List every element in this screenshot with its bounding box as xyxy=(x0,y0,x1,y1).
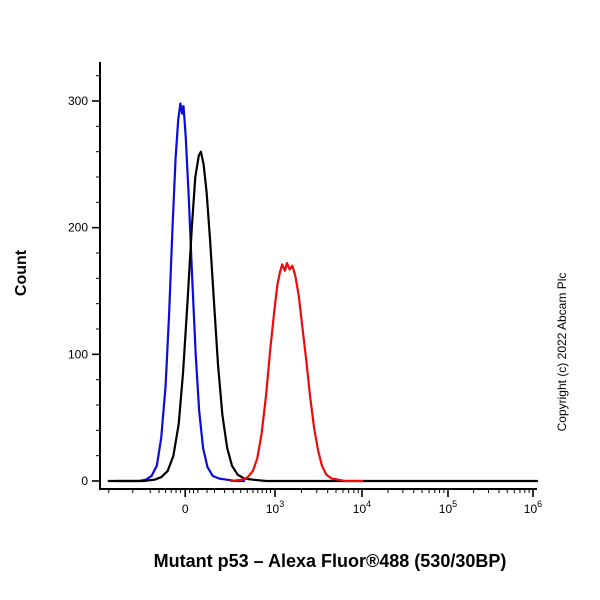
x-tick-label: 104 xyxy=(353,499,371,516)
curve-blue xyxy=(114,102,246,483)
x-axis-ticks: 0 103 104 105 106 xyxy=(108,489,542,516)
curve-black xyxy=(107,150,539,483)
chart-title: Mutant p53 – Alexa Fluor®488 (530/30BP) xyxy=(153,551,507,571)
y-tick-label: 200 xyxy=(68,221,88,235)
x-tick-label: 105 xyxy=(439,499,457,516)
y-tick-label: 0 xyxy=(81,474,88,488)
axes xyxy=(99,62,537,490)
x-tick-label: 106 xyxy=(524,499,542,516)
copyright-notice: Copyright (c) 2022 Abcam Plc xyxy=(555,272,569,432)
curve-red xyxy=(230,262,364,483)
x-tick-label: 103 xyxy=(266,499,284,516)
y-axis-ticks: 0 100 200 300 xyxy=(68,75,100,488)
y-tick-label: 300 xyxy=(68,94,88,108)
x-tick-label: 0 xyxy=(182,502,189,516)
y-axis-title: Count xyxy=(13,249,30,297)
y-tick-label: 100 xyxy=(68,347,88,361)
